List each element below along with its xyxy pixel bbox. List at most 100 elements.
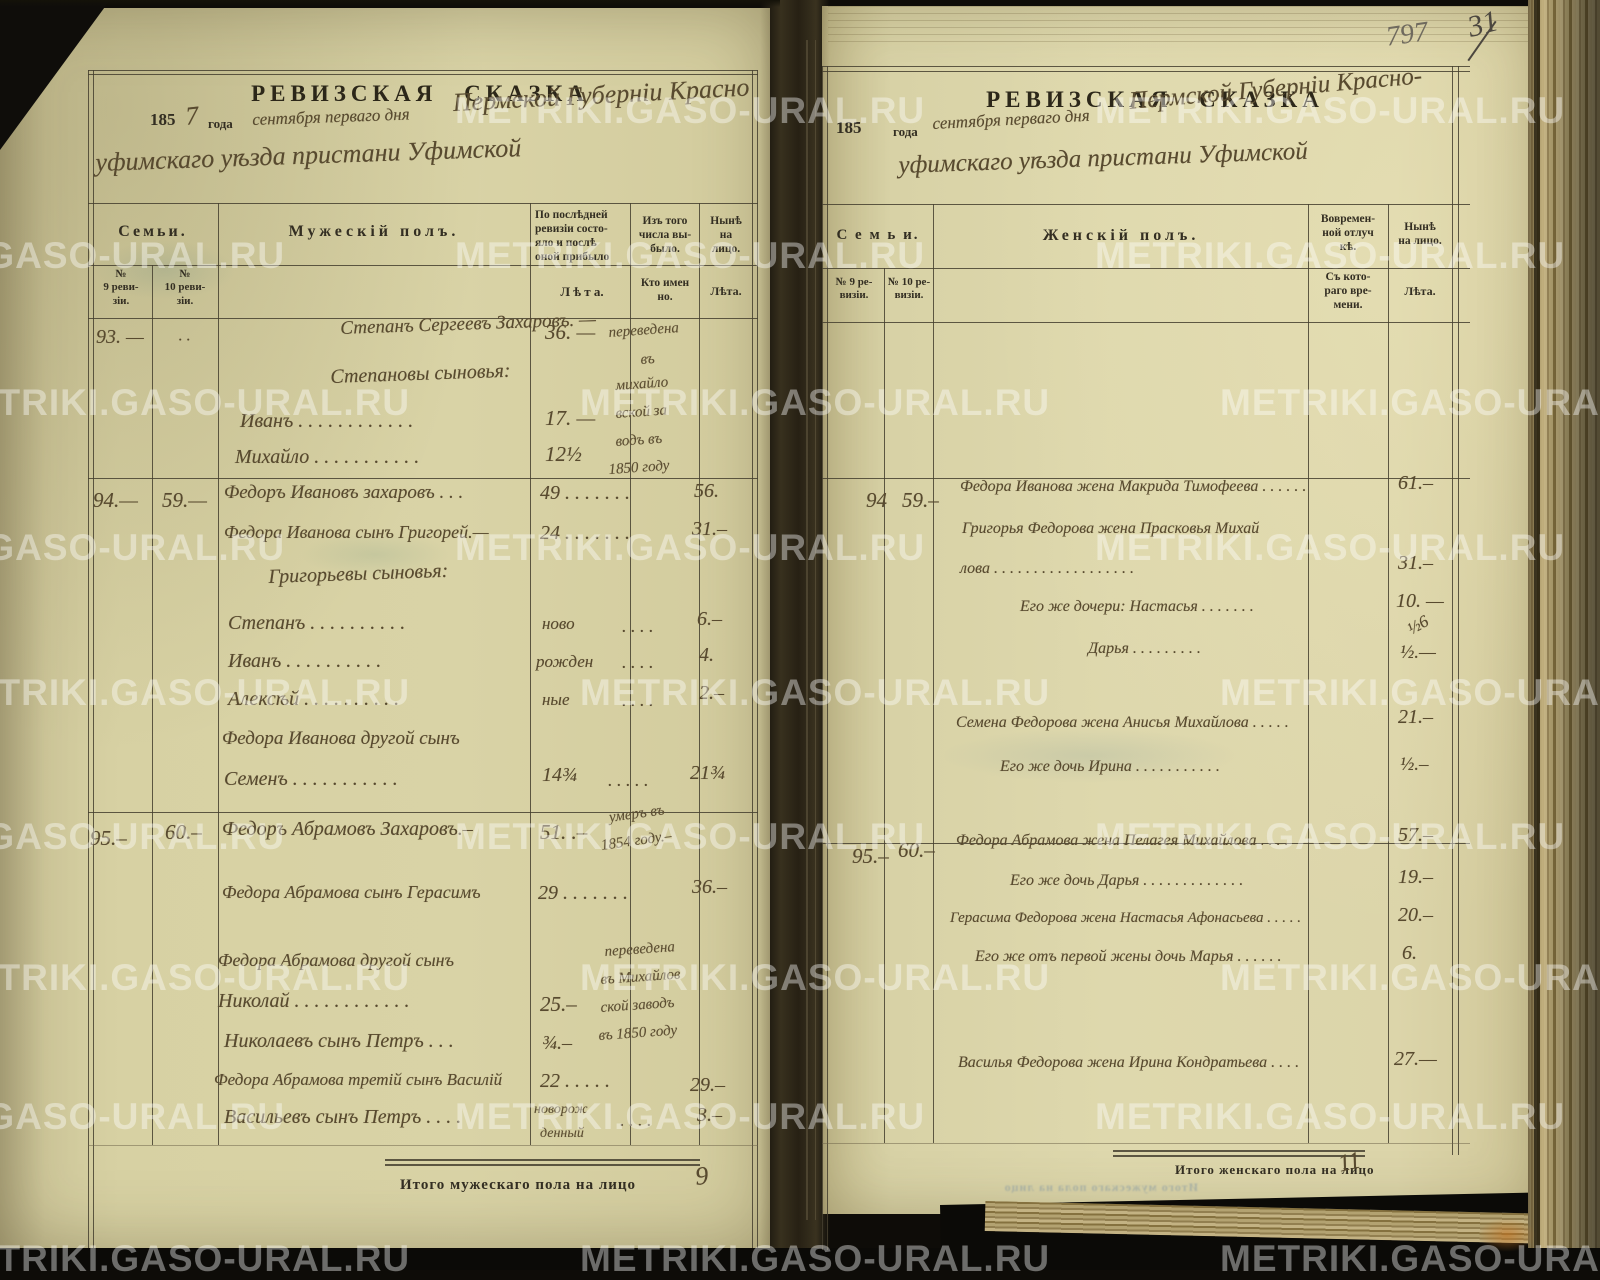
watermark-text: METRIKI.GASO-URAL.RU: [1095, 90, 1566, 131]
right-summary-label: Итого женскаго пола на лицо: [1175, 1162, 1375, 1177]
g95-r3-name: Герасима Федорова жена Настасья Афонасье…: [950, 910, 1302, 926]
book-gutter-shadow: [760, 0, 830, 1248]
right-col-gender: Женскій полъ.: [1042, 227, 1200, 244]
watermark-text: METRIKI.GASO-URAL.RU: [1095, 1096, 1566, 1137]
watermark-text: METRIKI.GASO-URAL.RU: [1095, 527, 1566, 568]
table-line: [822, 322, 1470, 323]
f94-r5-name: Алексѣй . . . . . . . . . .: [228, 688, 400, 710]
f94-r5-dots: . . . .: [622, 690, 654, 710]
f95-rev10: 60.–: [165, 820, 202, 844]
f95-r1-age: 51. .–: [540, 820, 588, 844]
watermark-text: METRIKI.GASO-URAL.RU: [1095, 816, 1566, 857]
g94-rev9: 94: [866, 488, 887, 512]
table-line: [827, 66, 828, 1250]
table-line: [1452, 66, 1453, 1155]
right-page-paper: [822, 6, 1540, 1214]
left-page-paper: [0, 8, 770, 1248]
page-edges-top: [828, 6, 1540, 48]
table-line: [933, 204, 934, 1143]
f95-r5-name: Николаевъ сынъ Петръ . . .: [224, 1030, 454, 1052]
right-year-printed: 185: [836, 118, 862, 137]
f95-r7-name: Васильевъ сынъ Петръ . . . .: [224, 1106, 462, 1128]
g94-r5-age: 21.–: [1398, 706, 1433, 728]
watermark-text: METRIKI.GASO-URAL.RU: [455, 527, 926, 568]
left-col-last-revision: По послѣдней ревизіи состо- яло и послѣ …: [535, 209, 610, 264]
f93-rev10-marks: · ·: [178, 332, 190, 349]
g94-r2-name-1: Григорья Федорова жена Прасковья Михай: [962, 520, 1260, 537]
table-line: [699, 203, 700, 1145]
table-line: [88, 1145, 758, 1146]
f95-r2-age: 29 . . . . . . .: [538, 882, 628, 904]
table-line: [822, 204, 1470, 205]
f93-son2-age: 12½: [545, 442, 582, 466]
table-line: [822, 1143, 1470, 1144]
f95-rev9: 95.–: [90, 826, 127, 850]
table-line: [1458, 66, 1459, 1155]
g95-r4-age: 6.: [1402, 942, 1417, 964]
table-line: [757, 70, 758, 1248]
table-line: [1113, 1155, 1365, 1157]
table-line: [822, 268, 1470, 269]
f94-r1-name: Федоръ Ивановъ захаровъ . . .: [224, 482, 464, 503]
table-line: [822, 478, 1470, 479]
scan-background: [0, 1248, 1600, 1270]
f94-r4-name: Иванъ . . . . . . . . . .: [228, 650, 382, 672]
table-line: [88, 70, 758, 71]
g95-r2-name: Его же дочь Дарья . . . . . . . . . . . …: [1010, 872, 1244, 889]
left-page-title: РЕВИЗСКАЯ СКАЗКА: [251, 81, 589, 106]
right-sub-rev10: № 10 ре- визіи.: [887, 276, 931, 302]
f95-r6-name: Федора Абрамова третій сынъ Василій: [214, 1070, 503, 1089]
left-summary-value: 9: [694, 1160, 710, 1191]
watermark-text: METRIKI.GASO-URAL.RU: [455, 1096, 926, 1137]
right-sub-since: Съ кото- раго вре- мени.: [1324, 271, 1372, 312]
f94-r7-dots: . . . . .: [608, 770, 649, 790]
left-year-word: года: [208, 116, 233, 131]
f95-r7-age-l2: денный: [540, 1126, 584, 1141]
f94-r4-dots: . . . .: [622, 652, 654, 672]
left-col-gender: Мужескій полъ.: [288, 223, 460, 240]
g95-r4-name: Его же отъ первой жены дочь Марья . . . …: [975, 948, 1282, 965]
g95-rev9: 95.–: [852, 844, 889, 868]
g94-r2-name-2: лова . . . . . . . . . . . . . . . . . .: [960, 560, 1135, 577]
watermark-text: METRIKI.GASO-URAL.RU: [0, 816, 286, 857]
f94-r4-now: 4.: [699, 644, 714, 666]
watermark-text: METRIKI.GASO-URAL.RU: [0, 382, 411, 423]
table-line: [806, 40, 808, 1220]
f94-rev9: 94.—: [93, 488, 138, 512]
watermark-text: METRIKI.GASO-URAL.RU: [0, 957, 411, 998]
watermark-text: METRIKI.GASO-URAL.RU: [1220, 672, 1600, 713]
g95-r1-name: Федора Абрамова жена Пелагея Михайлова .…: [956, 832, 1289, 849]
watermark-text: METRIKI.GASO-URAL.RU: [580, 382, 1051, 423]
left-sub-age1: Л ѣ т а.: [560, 284, 604, 299]
table-line: [88, 265, 758, 266]
left-sub-age2: Лѣта.: [710, 284, 742, 298]
paper-stain: [1478, 1218, 1536, 1252]
g95-r5-name: Василья Федорова жена Ирина Кондратьева …: [958, 1054, 1300, 1071]
f95-r7-dots: . . . .: [620, 1110, 652, 1130]
f95-r1-name: Федоръ Абрамовъ Захаровъ.–: [222, 818, 473, 840]
g94-r1-age: 61.–: [1398, 472, 1433, 494]
g94-rev10: 59.–: [902, 488, 939, 512]
table-line: [630, 203, 631, 1145]
f95-r2-name: Федора Абрамова сынъ Герасимъ: [222, 882, 481, 902]
g95-rev10: 60.–: [898, 838, 935, 862]
g95-r2-age: 19.–: [1398, 866, 1433, 888]
f93-note-l5: водъ въ: [615, 430, 663, 450]
g94-r4-age: ½.—: [1400, 642, 1436, 663]
f94-r1-now: 56.: [694, 480, 719, 502]
f93-son2-name: Михайло . . . . . . . . . . .: [235, 446, 420, 468]
f94-r3-age: ново: [542, 614, 575, 633]
f95-r2-now: 36.–: [692, 876, 727, 898]
right-col-present: Нынѣ на лицо.: [1398, 221, 1442, 248]
table-line: [822, 843, 1470, 844]
page-edges-right: [1528, 0, 1600, 1256]
watermark-text: METRIKI.GASO-URAL.RU: [0, 1238, 411, 1279]
left-sub-rev9: № 9 реви- зіи.: [103, 268, 139, 307]
watermark-text: METRIKI.GASO-URAL.RU: [1220, 1238, 1600, 1279]
f94-r4-age: рожден: [536, 652, 594, 671]
g94-r1-name: Федора Иванова жена Макрида Тимофеева . …: [960, 478, 1307, 495]
table-line: [822, 66, 1470, 67]
left-col-present: Нынѣ на лицо.: [710, 215, 742, 256]
f94-r3-now: 6.–: [697, 608, 722, 630]
